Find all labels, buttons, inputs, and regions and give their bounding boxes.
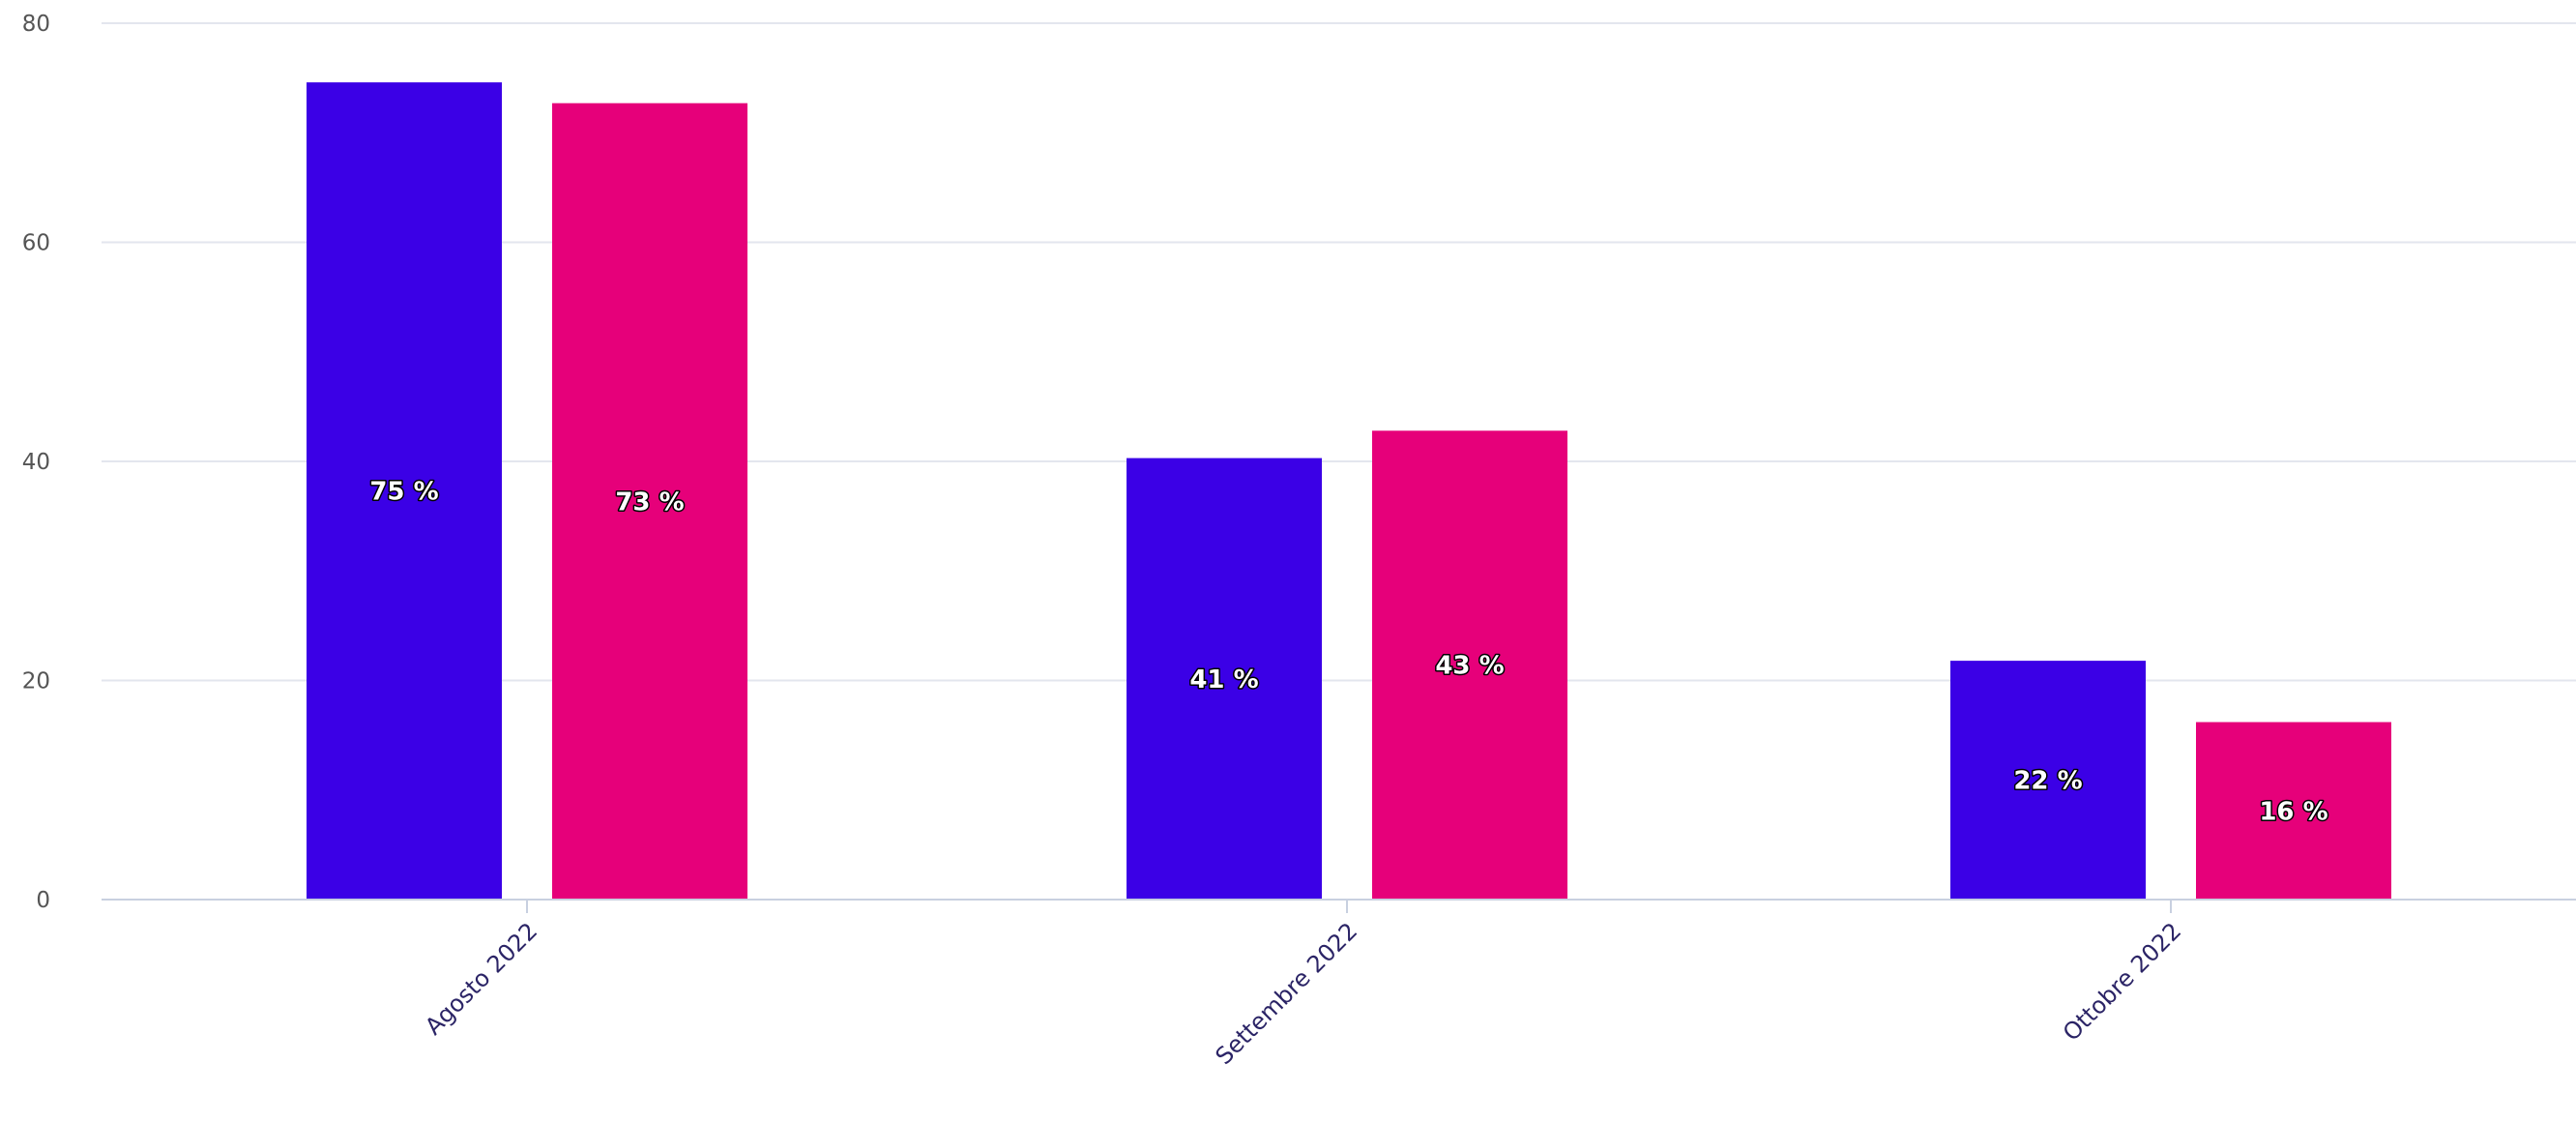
bar-series-1-ottobre-2022[interactable] [1950, 661, 2146, 900]
data-label: 75 % [369, 478, 438, 507]
data-label: 73 % [615, 488, 684, 517]
y-axis-tick-labels: 0 20 40 60 80 [22, 12, 50, 913]
x-axis [102, 899, 2576, 913]
x-axis-tick-labels: Agosto 2022 Settembre 2022 Ottobre 2022 [420, 917, 2186, 1070]
bar-series-2-settembre-2022[interactable] [1372, 430, 1567, 900]
data-labels: 75 % 73 % 41 % 43 % 22 % 16 % [368, 476, 2329, 828]
data-label: 43 % [1435, 652, 1504, 681]
gridlines [102, 22, 2576, 682]
bars [307, 82, 2391, 901]
bar-series-2-agosto-2022[interactable] [552, 103, 747, 901]
bar-series-1-settembre-2022[interactable] [1127, 458, 1322, 900]
y-tick-label: 0 [36, 888, 50, 913]
y-tick-label: 40 [22, 450, 50, 475]
x-tick-label: Ottobre 2022 [2058, 917, 2186, 1046]
y-tick-label: 80 [22, 12, 50, 37]
x-tick-label: Settembre 2022 [1211, 917, 1363, 1070]
bar-series-2-ottobre-2022[interactable] [2196, 722, 2391, 900]
data-label: 16 % [2259, 797, 2327, 826]
data-label: 41 % [1189, 665, 1258, 694]
data-label: 22 % [2013, 767, 2082, 796]
x-tick-label: Agosto 2022 [420, 917, 542, 1040]
y-tick-label: 60 [22, 231, 50, 256]
y-tick-label: 20 [22, 669, 50, 694]
bar-series-1-agosto-2022[interactable] [307, 82, 502, 900]
